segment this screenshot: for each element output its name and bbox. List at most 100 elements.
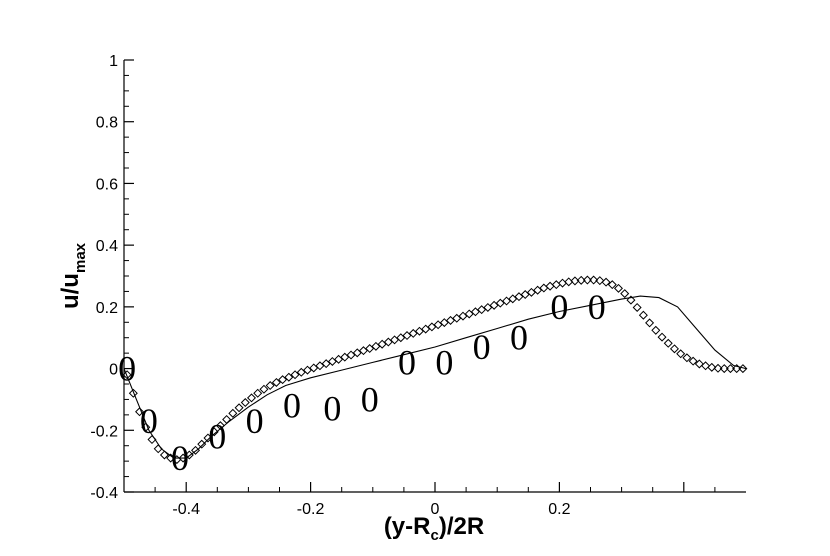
diamond-marker (296, 367, 306, 377)
diamond-marker (377, 339, 387, 349)
y-tick-label: -0.4 (90, 485, 118, 502)
x-tick-label: 0 (431, 501, 440, 518)
zero-marker: 0 (361, 379, 379, 419)
diamond-marker (159, 450, 169, 460)
y-tick-label: 0.8 (96, 115, 118, 132)
diamond-marker (688, 356, 698, 366)
diamond-marker (135, 407, 145, 417)
y-tick-label: 0 (109, 362, 118, 379)
diamond-marker (651, 325, 661, 335)
diamond-marker (439, 318, 449, 328)
diamond-marker (638, 310, 648, 320)
diamond-marker (147, 435, 157, 445)
diamond-marker (290, 370, 300, 380)
diamond-marker (452, 313, 462, 323)
diamond-marker (321, 359, 331, 369)
diamond-marker (421, 324, 431, 334)
diamond-marker (352, 348, 362, 358)
diamond-marker (203, 433, 213, 443)
diamond-marker (732, 364, 742, 374)
zero-marker: 0 (398, 342, 416, 382)
diamond-marker (558, 278, 568, 288)
diamond-marker (489, 300, 499, 310)
zero-marker: 0 (510, 318, 528, 358)
diamond-marker (694, 359, 704, 369)
diamond-marker (738, 364, 748, 374)
zero-marker: 0 (283, 386, 301, 426)
diamond-marker (278, 375, 288, 385)
y-axis-title: u/umax (57, 242, 89, 309)
diamond-marker (620, 289, 630, 299)
zero-marker: 0 (550, 287, 568, 327)
diamond-marker (589, 275, 599, 285)
diamond-marker (682, 353, 692, 363)
diamond-marker (676, 349, 686, 359)
diamond-marker (340, 352, 350, 362)
diamond-marker (371, 341, 381, 351)
diamond-marker (657, 332, 667, 342)
diamond-marker (247, 393, 257, 403)
diamond-marker (607, 280, 617, 290)
x-tick-label: -0.2 (297, 501, 325, 518)
diamond-marker (222, 414, 232, 424)
diamond-marker (508, 294, 518, 304)
diamond-marker (433, 320, 443, 330)
diamond-marker (358, 346, 368, 356)
diamond-marker (526, 287, 536, 297)
diamond-marker (408, 328, 418, 338)
diamond-marker (477, 305, 487, 315)
diamond-marker (315, 361, 325, 371)
zero-marker: 0 (588, 287, 606, 327)
x-axis-title: (y-Rc)/2R (384, 513, 484, 544)
diamond-marker (197, 439, 207, 449)
diamond-marker (582, 275, 592, 285)
y-tick-label: -0.2 (90, 423, 118, 440)
diamond-marker (427, 322, 437, 332)
diamond-marker (701, 361, 711, 371)
diamond-marker (464, 309, 474, 319)
diamond-marker (153, 444, 163, 454)
diamond-marker (645, 318, 655, 328)
diamond-marker (601, 277, 611, 287)
diamond-marker (191, 445, 201, 455)
diamond-marker (713, 363, 723, 373)
diamond-marker (284, 372, 294, 382)
diamond-marker (271, 377, 281, 387)
diamond-marker (520, 290, 530, 300)
diamond-marker (402, 331, 412, 341)
y-tick-label: 1 (109, 53, 118, 70)
diamond-marker (414, 326, 424, 336)
zero-marker: 0 (208, 416, 226, 456)
diamond-marker (719, 364, 729, 374)
diamond-marker (669, 344, 679, 354)
diamond-marker (663, 338, 673, 348)
diamond-marker (128, 388, 138, 398)
diamond-marker (533, 285, 543, 295)
diamond-marker (495, 298, 505, 308)
diamond-marker (309, 363, 319, 373)
diamond-marker (396, 333, 406, 343)
zero-marker: 0 (246, 401, 264, 441)
diamond-marker (228, 408, 238, 418)
diamond-marker (613, 283, 623, 293)
zero-marker: 0 (435, 342, 453, 382)
diamond-marker (502, 296, 512, 306)
diamond-marker (514, 292, 524, 302)
diamond-marker (240, 398, 250, 408)
zero-marker: 0 (473, 327, 491, 367)
diamond-marker (215, 421, 225, 431)
diamond-marker (178, 453, 188, 463)
diamond-marker (265, 381, 275, 391)
diamond-marker (253, 388, 263, 398)
diamond-marker (166, 453, 176, 463)
diamond-marker (184, 450, 194, 460)
diamond-marker (458, 311, 468, 321)
diamond-marker (470, 307, 480, 317)
diamond-marker (626, 295, 636, 305)
diamond-marker (259, 384, 269, 394)
zero-marker: 0 (323, 389, 341, 429)
diamond-marker (707, 362, 717, 372)
diamond-marker (725, 364, 735, 374)
diamond-marker (334, 354, 344, 364)
